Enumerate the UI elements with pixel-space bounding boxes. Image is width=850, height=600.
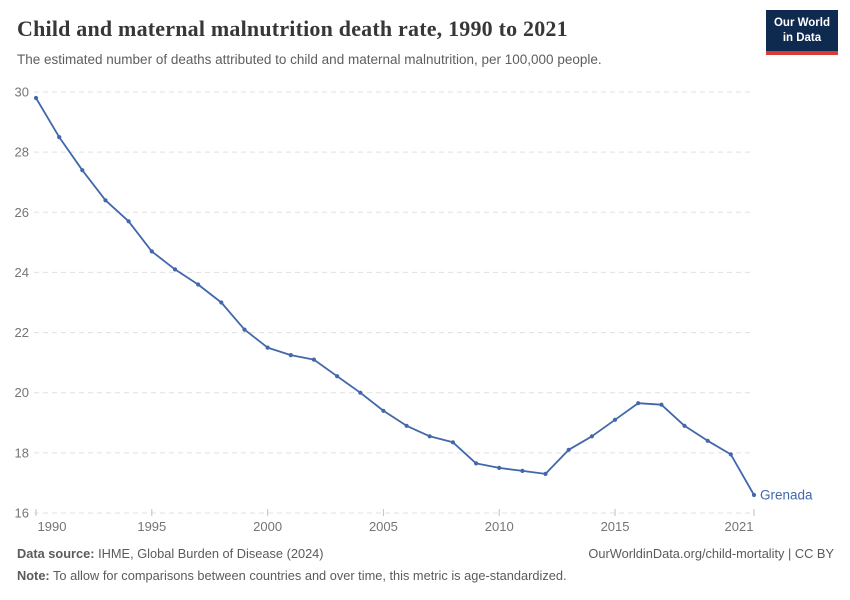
data-point-marker[interactable] [566,447,571,452]
entity-label[interactable]: Grenada [760,487,813,502]
y-tick-label: 28 [15,145,29,160]
y-tick-label: 30 [15,85,29,100]
footer-link[interactable]: OurWorldinData.org/child-mortality | CC … [588,546,834,561]
data-point-marker[interactable] [242,327,247,332]
data-point-marker[interactable] [80,168,85,173]
data-point-marker[interactable] [265,345,270,350]
x-tick-label: 2000 [253,519,282,534]
data-point-marker[interactable] [358,390,363,395]
data-point-marker[interactable] [149,249,154,254]
data-point-marker[interactable] [636,401,641,406]
data-point-marker[interactable] [497,465,502,470]
data-source-label: Data source: [17,546,95,561]
data-source-text: IHME, Global Burden of Disease (2024) [94,546,324,561]
data-point-marker[interactable] [311,357,316,362]
y-tick-label: 26 [15,205,29,220]
data-point-marker[interactable] [659,402,664,407]
data-point-marker[interactable] [172,267,178,272]
owid-logo-line2: in Data [782,31,822,44]
x-tick-label: 1995 [137,519,166,534]
y-tick-label: 22 [15,325,29,340]
data-point-marker[interactable] [404,423,409,428]
y-tick-label: 24 [15,265,29,280]
x-tick-label: 2010 [485,519,514,534]
note-text: To allow for comparisons between countri… [49,568,567,583]
data-point-marker[interactable] [57,135,62,140]
y-tick-label: 18 [15,445,29,460]
data-point-marker[interactable] [589,434,595,439]
owid-logo-line1: Our World [773,17,830,29]
data-point-marker[interactable] [751,492,757,498]
owid-logo-box: Our World in Data [765,10,838,51]
page-title: Child and maternal malnutrition death ra… [17,16,568,41]
data-point-marker[interactable] [335,374,340,379]
x-tick-label: 1990 [38,519,67,534]
data-point-marker[interactable] [474,461,479,466]
data-point-marker[interactable] [33,95,39,101]
page-subtitle: The estimated number of deaths attribute… [17,52,602,67]
data-point-marker[interactable] [427,434,432,439]
series-line[interactable] [35,97,755,496]
data-point-marker[interactable] [520,468,525,473]
x-tick-label: 2015 [601,519,630,534]
x-tick-label: 2021 [725,519,754,534]
owid-logo-red-strip [765,50,838,55]
data-point-marker[interactable] [126,219,131,224]
owid-logo[interactable]: Our World in Data [765,10,838,55]
data-point-marker[interactable] [543,471,548,476]
data-point-marker[interactable] [196,282,201,287]
note-label: Note: [17,568,50,583]
data-source-line: Data source: IHME, Global Burden of Dise… [17,546,324,561]
data-point-marker[interactable] [450,440,455,445]
data-point-marker[interactable] [705,438,710,443]
y-tick-label: 20 [15,385,29,400]
data-point-marker[interactable] [682,423,687,428]
data-point-marker[interactable] [219,300,224,305]
data-point-marker[interactable] [381,408,386,413]
x-tick-label: 2005 [369,519,398,534]
data-point-marker[interactable] [103,198,108,203]
footer: Data source: IHME, Global Burden of Dise… [17,546,834,561]
data-point-marker[interactable] [288,353,293,358]
data-point-marker[interactable] [728,452,733,457]
footer-note: Note: To allow for comparisons between c… [17,568,567,583]
y-tick-label: 16 [15,506,29,521]
data-point-marker[interactable] [612,417,618,422]
